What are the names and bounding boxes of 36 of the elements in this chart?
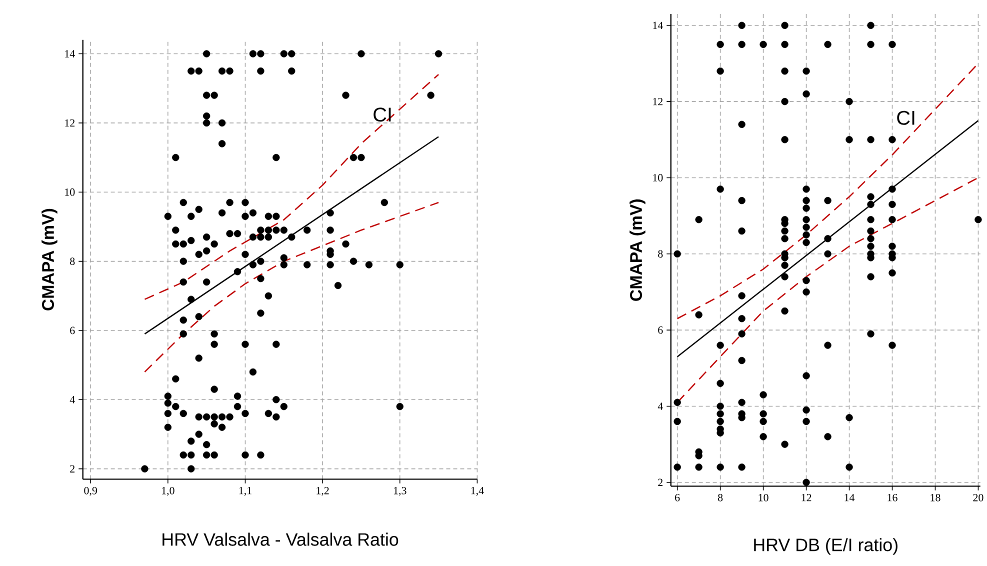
y-axis-title: CMAPA (mV) bbox=[42, 208, 58, 310]
line-series bbox=[144, 202, 440, 373]
x-tick-label: 1,2 bbox=[316, 486, 329, 496]
x-tick-label: 1,0 bbox=[162, 486, 174, 496]
x-tick-label: 20 bbox=[973, 494, 984, 502]
y-tick-label: 14 bbox=[653, 22, 663, 29]
y-tick-label: 8 bbox=[658, 250, 663, 258]
y-tick-label: 6 bbox=[658, 326, 663, 334]
y-tick-label: 12 bbox=[65, 119, 75, 127]
y-tick-label: 4 bbox=[70, 396, 75, 404]
y-tick-label: 2 bbox=[658, 478, 663, 486]
y-tick-label: 10 bbox=[65, 188, 75, 196]
x-tick-label: 12 bbox=[802, 494, 812, 502]
x-tick-label: 1,1 bbox=[239, 486, 252, 496]
y-tick-label: 10 bbox=[653, 174, 663, 182]
y-tick-label: 6 bbox=[70, 326, 75, 334]
x-tick-label: 1,3 bbox=[394, 486, 406, 496]
x-tick-label: 1,4 bbox=[471, 486, 484, 496]
x-axis-title: HRV Valsalva - Valsalva Ratio bbox=[162, 532, 398, 546]
line-series bbox=[144, 74, 440, 300]
x-tick-label: 10 bbox=[758, 494, 768, 502]
x-tick-label: 16 bbox=[888, 494, 898, 502]
x-tick-label: 14 bbox=[844, 494, 855, 502]
y-tick-label: 8 bbox=[70, 258, 75, 265]
y-tick-label: 14 bbox=[65, 50, 75, 58]
y-tick-label: 2 bbox=[70, 465, 75, 472]
annotation: CI bbox=[374, 108, 391, 122]
x-tick-label: 6 bbox=[675, 494, 680, 502]
y-tick-label: 4 bbox=[658, 402, 663, 410]
y-axis-title: CMAPA (mV) bbox=[630, 199, 646, 301]
annotation: CI bbox=[897, 110, 914, 125]
x-tick-label: 0,9 bbox=[84, 486, 97, 496]
x-tick-label: 18 bbox=[930, 494, 940, 502]
x-tick-label: 8 bbox=[718, 494, 723, 502]
y-tick-label: 12 bbox=[653, 98, 663, 106]
x-axis-title: HRV DB (E/I ratio) bbox=[754, 538, 898, 555]
